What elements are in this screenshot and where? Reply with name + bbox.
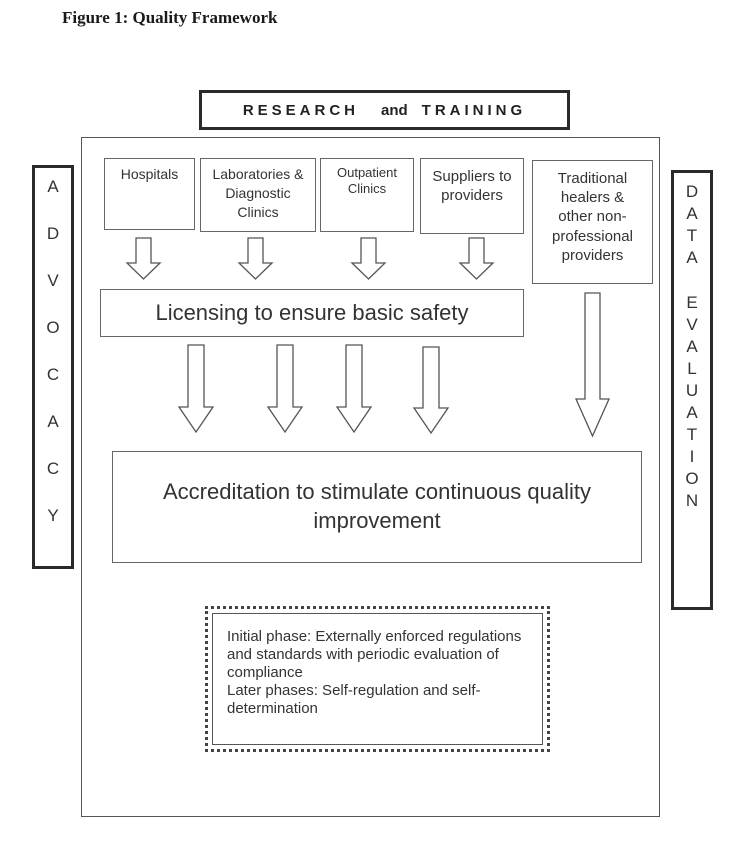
data-evaluation-letter: A <box>686 248 698 267</box>
provider-label: Traditional healers & other non-professi… <box>552 170 633 264</box>
advocacy-letter: A <box>47 177 59 196</box>
provider-box-outpatient: Outpatient Clinics <box>320 158 414 232</box>
data-evaluation-letter: I <box>689 447 695 466</box>
advocacy-letter: D <box>46 224 60 243</box>
provider-box-traditional-healers: Traditional healers & other non-professi… <box>532 160 653 284</box>
arrow-labs-to-licensing <box>237 237 274 280</box>
figure-title: Figure 1: Quality Framework <box>62 8 278 27</box>
data-evaluation-letter: E <box>686 293 698 312</box>
data-evaluation-letter: T <box>686 425 698 444</box>
later-phases-text: Later phases: Self-regulation and self-d… <box>227 682 481 717</box>
advocacy-letter: O <box>46 318 60 337</box>
licensing-box: Licensing to ensure basic safety <box>100 289 524 337</box>
advocacy-letter: C <box>46 459 60 478</box>
phases-note-inner: Initial phase: Externally enforced regul… <box>212 613 543 745</box>
data-evaluation-letter: V <box>686 315 698 334</box>
research-training-banner: RESEARCH and TRAINING <box>199 90 570 130</box>
provider-label: Hospitals <box>120 166 179 182</box>
advocacy-letter: Y <box>47 506 59 525</box>
data-evaluation-letter: D <box>685 182 699 201</box>
data-evaluation-letter: L <box>687 359 697 378</box>
provider-box-laboratories: Laboratories & Diagnostic Clinics <box>200 158 316 232</box>
advocacy-sidebar: A D V O C A C Y <box>32 165 74 569</box>
accreditation-box: Accreditation to stimulate continuous qu… <box>112 451 642 563</box>
arrow-suppliers-to-licensing <box>458 237 495 280</box>
arrow-outpatient-to-licensing <box>350 237 387 280</box>
data-evaluation-letter: A <box>686 403 698 422</box>
advocacy-letter: A <box>47 412 59 431</box>
banner-research: RESEARCH <box>242 101 359 119</box>
provider-label: Laboratories & Diagnostic Clinics <box>212 166 304 221</box>
data-evaluation-letter: A <box>686 337 698 356</box>
arrow-licensing-to-accreditation-1 <box>177 344 215 434</box>
initial-phase-text: Initial phase: Externally enforced regul… <box>227 628 522 681</box>
provider-label: Outpatient Clinics <box>337 165 397 196</box>
banner-training: TRAINING <box>421 101 527 119</box>
banner-and: and <box>381 101 408 119</box>
data-evaluation-sidebar: D A T A E V A L U A T I O N <box>671 170 713 610</box>
arrow-licensing-to-accreditation-3 <box>335 344 373 434</box>
phases-note: Initial phase: Externally enforced regul… <box>205 606 550 752</box>
data-evaluation-letter: U <box>685 381 699 400</box>
data-evaluation-letter: A <box>686 204 698 223</box>
data-evaluation-letter: T <box>686 226 698 245</box>
provider-label: Suppliers to providers <box>432 168 512 205</box>
arrow-licensing-to-accreditation-2 <box>266 344 304 434</box>
arrow-traditional-to-accreditation <box>574 292 611 438</box>
arrow-hospitals-to-licensing <box>125 237 162 280</box>
provider-box-suppliers: Suppliers to providers <box>420 158 524 234</box>
provider-box-hospitals: Hospitals <box>104 158 195 230</box>
data-evaluation-letter: N <box>685 491 699 510</box>
advocacy-letter: C <box>46 365 60 384</box>
data-evaluation-letter: O <box>685 469 699 488</box>
advocacy-letter: V <box>47 271 59 290</box>
arrow-licensing-to-accreditation-4 <box>412 346 450 435</box>
